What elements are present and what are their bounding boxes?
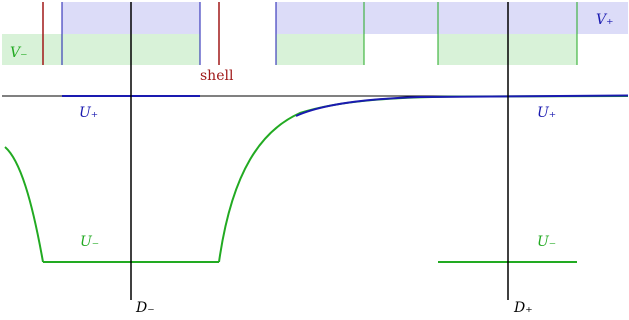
shell-markers: [42, 2, 220, 65]
u-minus-curve-left-edge: [4, 146, 44, 263]
u-plus-curve-right: [295, 94, 629, 117]
u-plus-label-right: U₊: [537, 105, 556, 121]
vertical-axes: [130, 2, 509, 300]
d-minus-label: D₋: [135, 300, 155, 316]
region-boundaries: [61, 2, 578, 65]
d-plus-label: D₊: [513, 300, 533, 316]
v-minus-band-left: [2, 34, 200, 65]
v-plus-region: [62, 2, 628, 34]
v-minus-band-mid: [276, 34, 364, 65]
shell-label: shell: [200, 68, 234, 84]
labels: V₊ V₋ shell U₊ U₊ U₋ U₋ D₋ D₊: [10, 12, 614, 316]
u-minus-curve-rise: [218, 95, 629, 263]
u-minus-label-right: U₋: [537, 234, 556, 250]
v-minus-label: V₋: [10, 45, 28, 61]
u-plus-label-left: U₊: [79, 105, 98, 121]
u-plus-potential: [295, 94, 629, 117]
v-plus-label: V₊: [596, 12, 614, 28]
u-minus-label-left: U₋: [80, 234, 99, 250]
v-plus-band-right: [276, 2, 628, 34]
v-minus-region: [2, 34, 577, 65]
